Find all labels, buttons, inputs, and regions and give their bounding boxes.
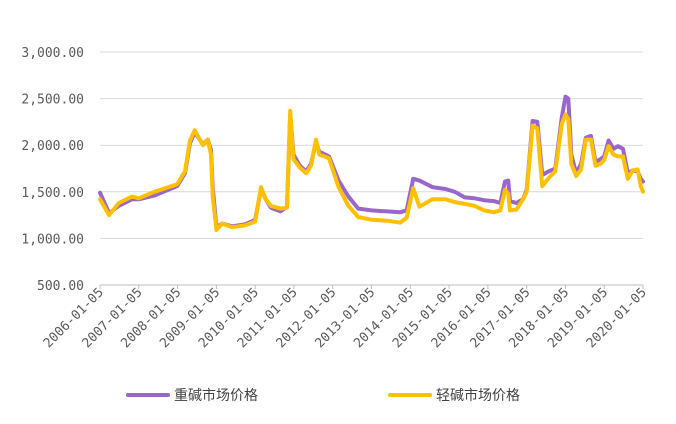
- legend-label: 重碱市场价格: [174, 387, 258, 404]
- series-group: [98, 94, 645, 232]
- y-tick-label: 500.00: [37, 279, 84, 294]
- y-tick-label: 2,500.00: [21, 93, 84, 108]
- series-line-light-soda: [98, 108, 645, 232]
- y-tick-label: 1,500.00: [21, 186, 84, 201]
- axes: [99, 284, 644, 289]
- y-tick-label: 2,000.00: [21, 139, 84, 154]
- legend-label: 轻碱市场价格: [436, 387, 520, 404]
- legend: 重碱市场价格 轻碱市场价格: [126, 387, 520, 404]
- y-tick-label: 3,000.00: [21, 46, 84, 61]
- y-tick-label: 1,000.00: [21, 232, 84, 247]
- y-axis-tick-labels: 3,000.00 2,500.00 2,000.00 1,500.00 1,000.00…: [21, 46, 84, 294]
